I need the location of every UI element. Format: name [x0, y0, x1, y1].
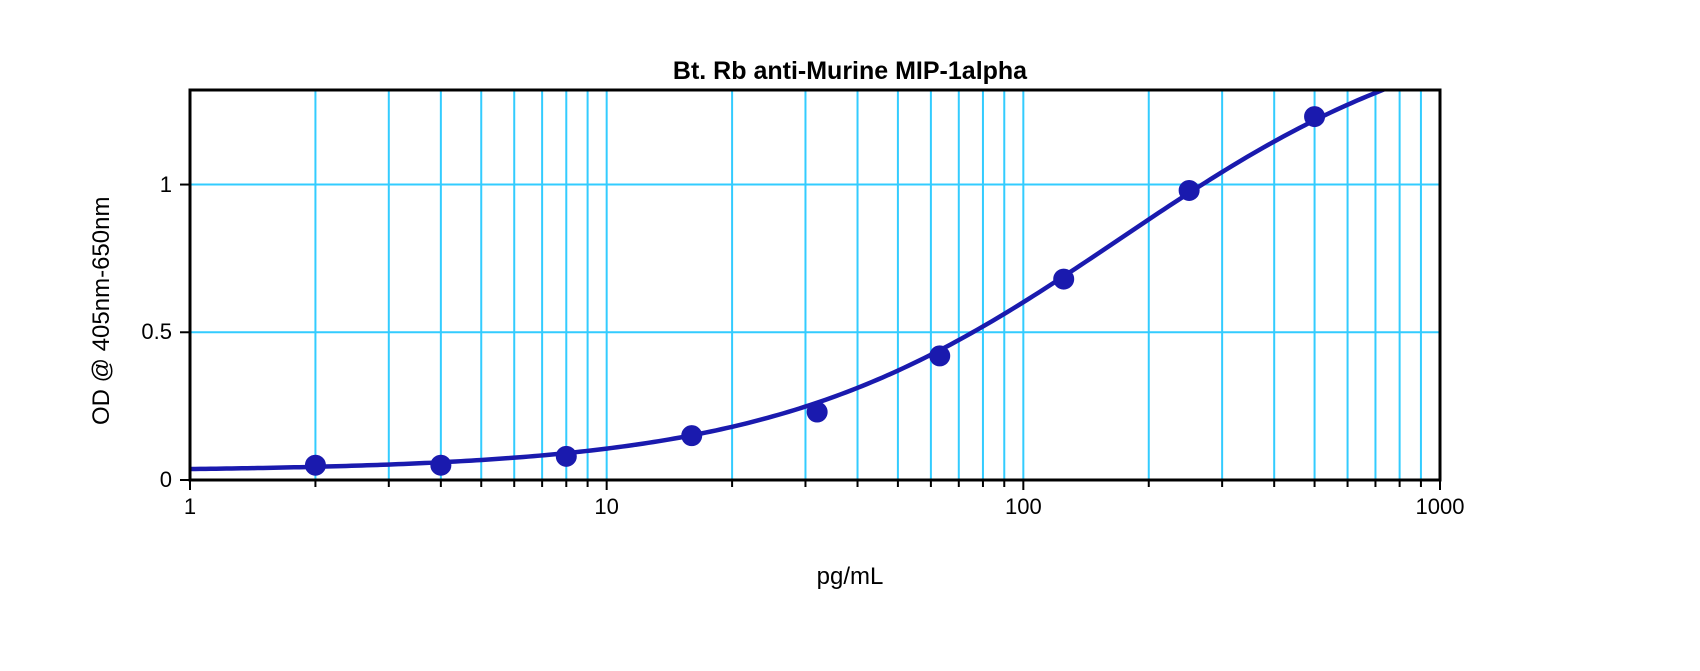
- data-points: [305, 107, 1324, 476]
- x-axis-label: pg/mL: [0, 563, 1700, 591]
- data-point: [930, 346, 950, 366]
- data-point: [807, 402, 827, 422]
- data-point: [1179, 180, 1199, 200]
- tick-label: 1: [184, 494, 196, 520]
- data-point: [431, 455, 451, 475]
- data-point: [556, 446, 576, 466]
- axis-ticks: [180, 185, 1440, 490]
- elisa-standard-curve-chart: Bt. Rb anti-Murine MIP-1alpha pg/mL OD @…: [0, 0, 1700, 671]
- data-point: [305, 455, 325, 475]
- data-point: [682, 426, 702, 446]
- data-point: [1305, 107, 1325, 127]
- tick-label: 1: [160, 172, 172, 198]
- tick-label: 10: [594, 494, 618, 520]
- tick-label: 100: [1005, 494, 1042, 520]
- y-axis-label: OD @ 405nm-650nm: [88, 197, 116, 425]
- tick-label: 0: [160, 467, 172, 493]
- data-point: [1054, 269, 1074, 289]
- chart-title: Bt. Rb anti-Murine MIP-1alpha: [0, 57, 1700, 86]
- tick-label: 0.5: [141, 319, 172, 345]
- tick-label: 1000: [1416, 494, 1465, 520]
